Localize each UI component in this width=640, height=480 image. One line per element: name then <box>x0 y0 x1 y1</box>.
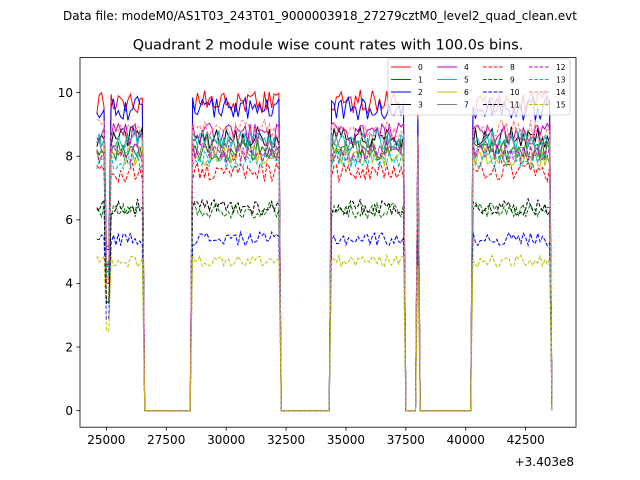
y-tick-label: 2 <box>65 340 73 354</box>
legend-label-5: 5 <box>464 76 469 85</box>
legend-label-10: 10 <box>510 88 520 97</box>
x-tick-label: 27500 <box>147 433 185 447</box>
x-tick-label: 35000 <box>327 433 365 447</box>
x-axis: 25000 27500 30000 32500 35000 37500 40000 42500 <box>87 427 545 447</box>
legend-label-9: 9 <box>510 76 515 85</box>
legend-label-13: 13 <box>556 76 566 85</box>
legend-label-6: 6 <box>464 88 469 97</box>
legend-label-14: 14 <box>556 88 566 97</box>
y-tick-label: 4 <box>65 277 73 291</box>
chart-title: Quadrant 2 module wise count rates with … <box>133 38 524 54</box>
series-layer <box>96 89 553 412</box>
legend-label-1: 1 <box>418 76 423 85</box>
legend-label-2: 2 <box>418 88 423 97</box>
x-tick-label: 40000 <box>447 433 485 447</box>
x-tick-label: 32500 <box>267 433 305 447</box>
legend-label-0: 0 <box>418 63 423 72</box>
x-tick-label: 37500 <box>387 433 425 447</box>
plot-frame <box>79 57 577 428</box>
y-tick-label: 8 <box>65 150 73 164</box>
legend-label-15: 15 <box>556 101 566 110</box>
y-tick-label: 6 <box>65 213 73 227</box>
x-offset-label: +3.403e8 <box>515 455 574 469</box>
y-axis: 0 2 4 6 8 10 <box>58 86 80 418</box>
y-tick-label: 10 <box>58 86 73 100</box>
legend-label-8: 8 <box>510 63 515 72</box>
legend-label-4: 4 <box>464 63 469 72</box>
series-line-14 <box>96 118 553 412</box>
series-line-9 <box>96 201 553 412</box>
legend-label-7: 7 <box>464 101 469 110</box>
x-tick-label: 25000 <box>87 433 125 447</box>
legend-label-11: 11 <box>510 101 520 110</box>
suptitle: Data file: modeM0/AS1T03_243T01_90000039… <box>63 9 577 23</box>
x-tick-label: 30000 <box>207 433 245 447</box>
legend-label-12: 12 <box>556 63 566 72</box>
legend-label-3: 3 <box>418 101 423 110</box>
series-line-15 <box>96 253 553 412</box>
y-tick-label: 0 <box>65 404 73 418</box>
legend-box <box>387 58 571 116</box>
x-tick-label: 42500 <box>507 433 545 447</box>
